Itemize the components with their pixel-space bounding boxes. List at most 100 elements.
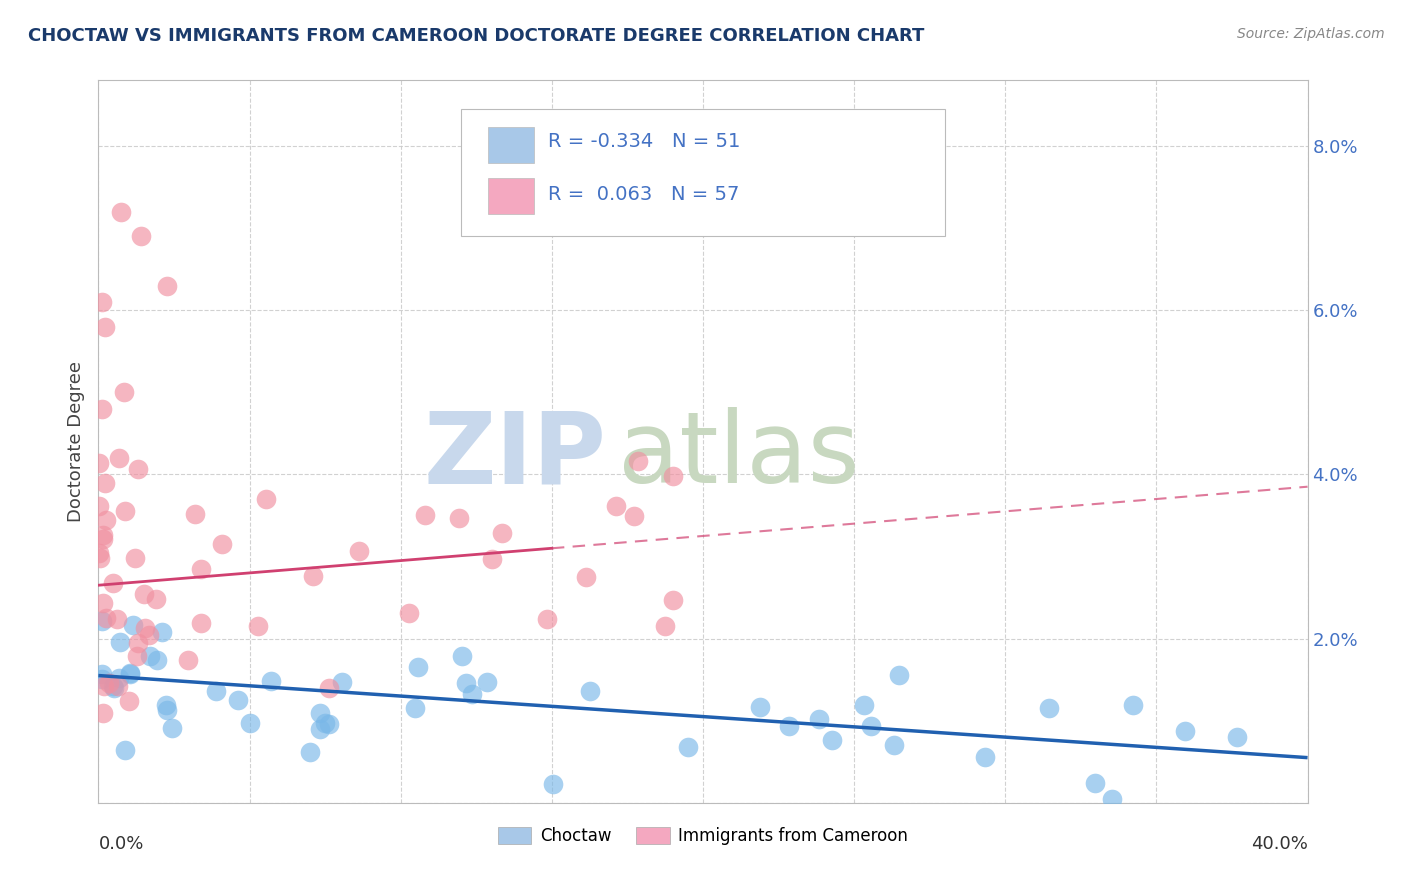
Point: [90, 672, 112, 686]
Point: [91, 614, 114, 628]
Text: R =  0.063   N = 57: R = 0.063 N = 57: [548, 185, 740, 204]
Point: [205, 684, 228, 698]
Point: [122, 618, 145, 632]
Point: [125, 648, 148, 663]
Point: [461, 687, 484, 701]
Point: [118, 666, 141, 681]
Point: [887, 668, 910, 682]
Point: [654, 619, 676, 633]
Text: 40.0%: 40.0%: [1251, 835, 1308, 854]
Point: [162, 722, 184, 736]
Point: [114, 385, 136, 400]
Point: [87, 456, 110, 470]
Point: [145, 653, 167, 667]
Point: [226, 692, 249, 706]
Point: [1174, 724, 1197, 739]
FancyBboxPatch shape: [488, 128, 534, 163]
Point: [114, 743, 136, 757]
Point: [661, 468, 683, 483]
Point: [155, 698, 177, 712]
Point: [579, 684, 602, 698]
Point: [127, 636, 149, 650]
Point: [96, 513, 118, 527]
Text: ZIP: ZIP: [423, 408, 606, 505]
Point: [156, 278, 179, 293]
Y-axis label: Doctorate Degree: Doctorate Degree: [66, 361, 84, 522]
Point: [1038, 701, 1060, 715]
Point: [491, 525, 513, 540]
Point: [318, 681, 340, 696]
Point: [778, 719, 800, 733]
Point: [89, 499, 111, 513]
Point: [450, 649, 472, 664]
Point: [89, 545, 111, 559]
Point: [973, 750, 995, 764]
Point: [108, 671, 131, 685]
Point: [883, 739, 905, 753]
Point: [101, 680, 124, 694]
Point: [129, 229, 152, 244]
Point: [150, 624, 173, 639]
Point: [183, 508, 205, 522]
Point: [676, 740, 699, 755]
Point: [91, 532, 114, 546]
Point: [101, 576, 124, 591]
Point: [89, 551, 111, 566]
Point: [190, 562, 212, 576]
Point: [93, 679, 115, 693]
Point: [318, 717, 340, 731]
Point: [118, 665, 141, 680]
Point: [211, 537, 233, 551]
Point: [661, 593, 683, 607]
Point: [1084, 776, 1107, 790]
Point: [298, 745, 321, 759]
Point: [398, 607, 420, 621]
Point: [91, 596, 114, 610]
Point: [90, 666, 112, 681]
Point: [1101, 791, 1123, 805]
Point: [156, 703, 179, 717]
Point: [332, 675, 354, 690]
Point: [134, 621, 156, 635]
Text: CHOCTAW VS IMMIGRANTS FROM CAMEROON DOCTORATE DEGREE CORRELATION CHART: CHOCTAW VS IMMIGRANTS FROM CAMEROON DOCT…: [28, 27, 925, 45]
Text: R = -0.334   N = 51: R = -0.334 N = 51: [548, 132, 741, 152]
Point: [308, 706, 330, 720]
Point: [94, 319, 117, 334]
Point: [1122, 698, 1144, 712]
Point: [93, 475, 115, 490]
Point: [260, 674, 283, 689]
Point: [413, 508, 436, 522]
Point: [118, 693, 141, 707]
Point: [302, 569, 325, 583]
Point: [1226, 730, 1249, 744]
Point: [605, 500, 627, 514]
Point: [91, 706, 114, 720]
Point: [90, 401, 112, 416]
Point: [404, 701, 426, 715]
Point: [623, 509, 645, 524]
Text: Source: ZipAtlas.com: Source: ZipAtlas.com: [1237, 27, 1385, 41]
Point: [127, 462, 149, 476]
Point: [574, 570, 596, 584]
Point: [308, 722, 330, 736]
Point: [190, 615, 212, 630]
Point: [408, 660, 430, 674]
Text: 0.0%: 0.0%: [98, 835, 143, 854]
Point: [110, 204, 132, 219]
Point: [108, 450, 131, 465]
Point: [124, 550, 146, 565]
Point: [254, 491, 277, 506]
Point: [454, 676, 477, 690]
FancyBboxPatch shape: [488, 178, 534, 214]
Point: [447, 510, 470, 524]
Point: [314, 716, 336, 731]
Point: [138, 628, 160, 642]
Point: [108, 634, 131, 648]
Point: [239, 716, 262, 731]
Point: [821, 733, 844, 747]
FancyBboxPatch shape: [461, 109, 945, 235]
Point: [749, 700, 772, 714]
Point: [860, 719, 883, 733]
Point: [145, 591, 167, 606]
Point: [139, 648, 162, 663]
